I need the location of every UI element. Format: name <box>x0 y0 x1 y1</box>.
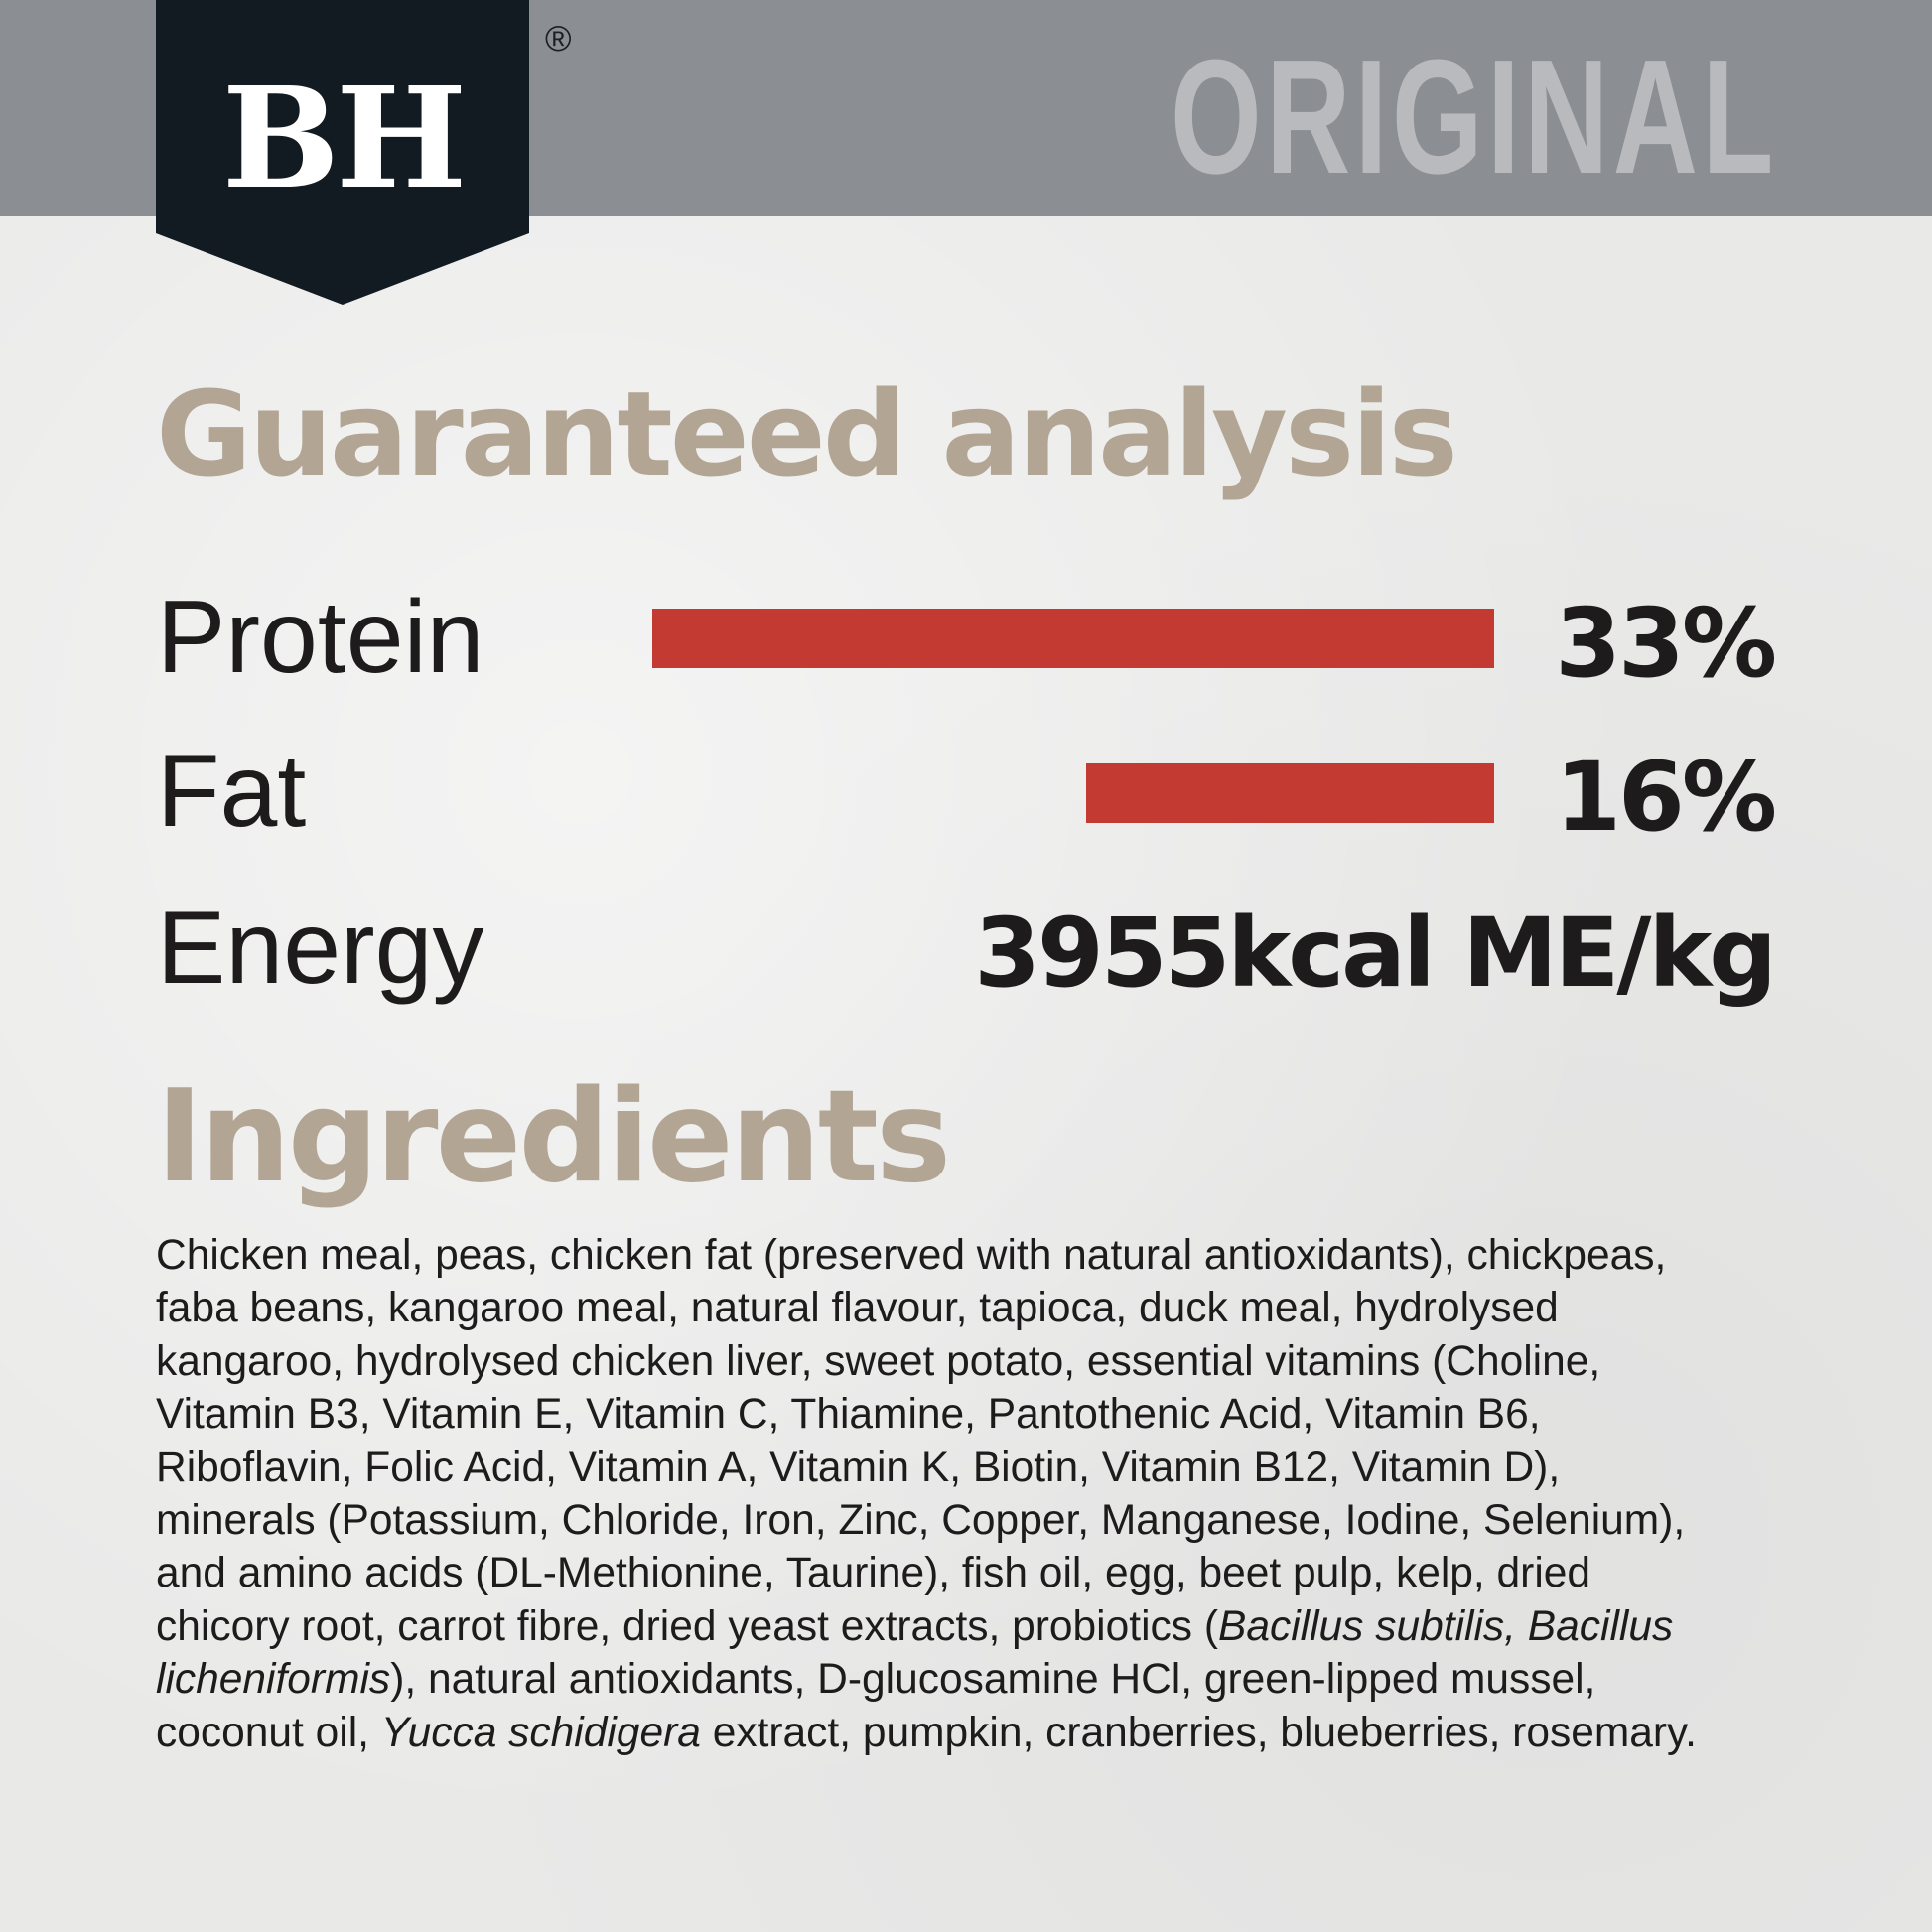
logo-shield-icon <box>156 0 529 305</box>
text-segment: ), natural antioxidants, D-glucosamine H… <box>390 1656 1596 1704</box>
logo-text: BH <box>221 58 468 220</box>
protein-label: Protein <box>157 580 484 695</box>
fat-label: Fat <box>157 734 307 849</box>
text-segment: coconut oil, <box>156 1709 381 1756</box>
fat-bar <box>1085 763 1494 823</box>
text-segment: extract, pumpkin, cranberries, blueberri… <box>700 1709 1697 1756</box>
protein-bar <box>651 609 1494 668</box>
ingredients-line: Chicken meal, peas, chicken fat (preserv… <box>156 1232 1667 1279</box>
ingredients-line: Vitamin B3, Vitamin E, Vitamin C, Thiami… <box>156 1391 1541 1439</box>
ingredients-heading: Ingredients <box>156 1063 951 1211</box>
italic-segment: licheniformis <box>156 1656 391 1704</box>
fat-value: 16% <box>1555 742 1777 853</box>
ingredients-line: coconut oil, Yucca schidigera extract, p… <box>156 1707 1697 1759</box>
energy-label: Energy <box>157 891 484 1006</box>
analysis-heading: Guaranteed analysis <box>156 365 1458 502</box>
ingredients-line: and amino acids (DL-Methionine, Taurine)… <box>156 1550 1591 1597</box>
protein-value: 33% <box>1555 588 1777 699</box>
registered-mark: ® <box>545 18 572 59</box>
ingredients-list: Chicken meal, peas, chicken fat (preserv… <box>156 1229 1697 1759</box>
variant-title: ORIGINAL <box>1171 26 1778 207</box>
italic-segment: Yucca schidigera <box>380 1709 701 1756</box>
ingredients-line: faba beans, kangaroo meal, natural flavo… <box>156 1285 1559 1332</box>
ingredients-line: Riboflavin, Folic Acid, Vitamin A, Vitam… <box>156 1444 1561 1491</box>
ingredients-line: chicory root, carrot fibre, dried yeast … <box>156 1600 1697 1653</box>
energy-value: 3955kcal ME/kg <box>974 897 1777 1009</box>
brand-logo: BH <box>156 0 529 305</box>
ingredients-line: minerals (Potassium, Chloride, Iron, Zin… <box>156 1496 1686 1544</box>
ingredients-line: licheniformis), natural antioxidants, D-… <box>156 1653 1697 1706</box>
ingredients-line: kangaroo, hydrolysed chicken liver, swee… <box>156 1337 1601 1385</box>
text-segment: chicory root, carrot fibre, dried yeast … <box>156 1602 1218 1650</box>
italic-segment: Bacillus subtilis, Bacillus <box>1217 1602 1674 1650</box>
